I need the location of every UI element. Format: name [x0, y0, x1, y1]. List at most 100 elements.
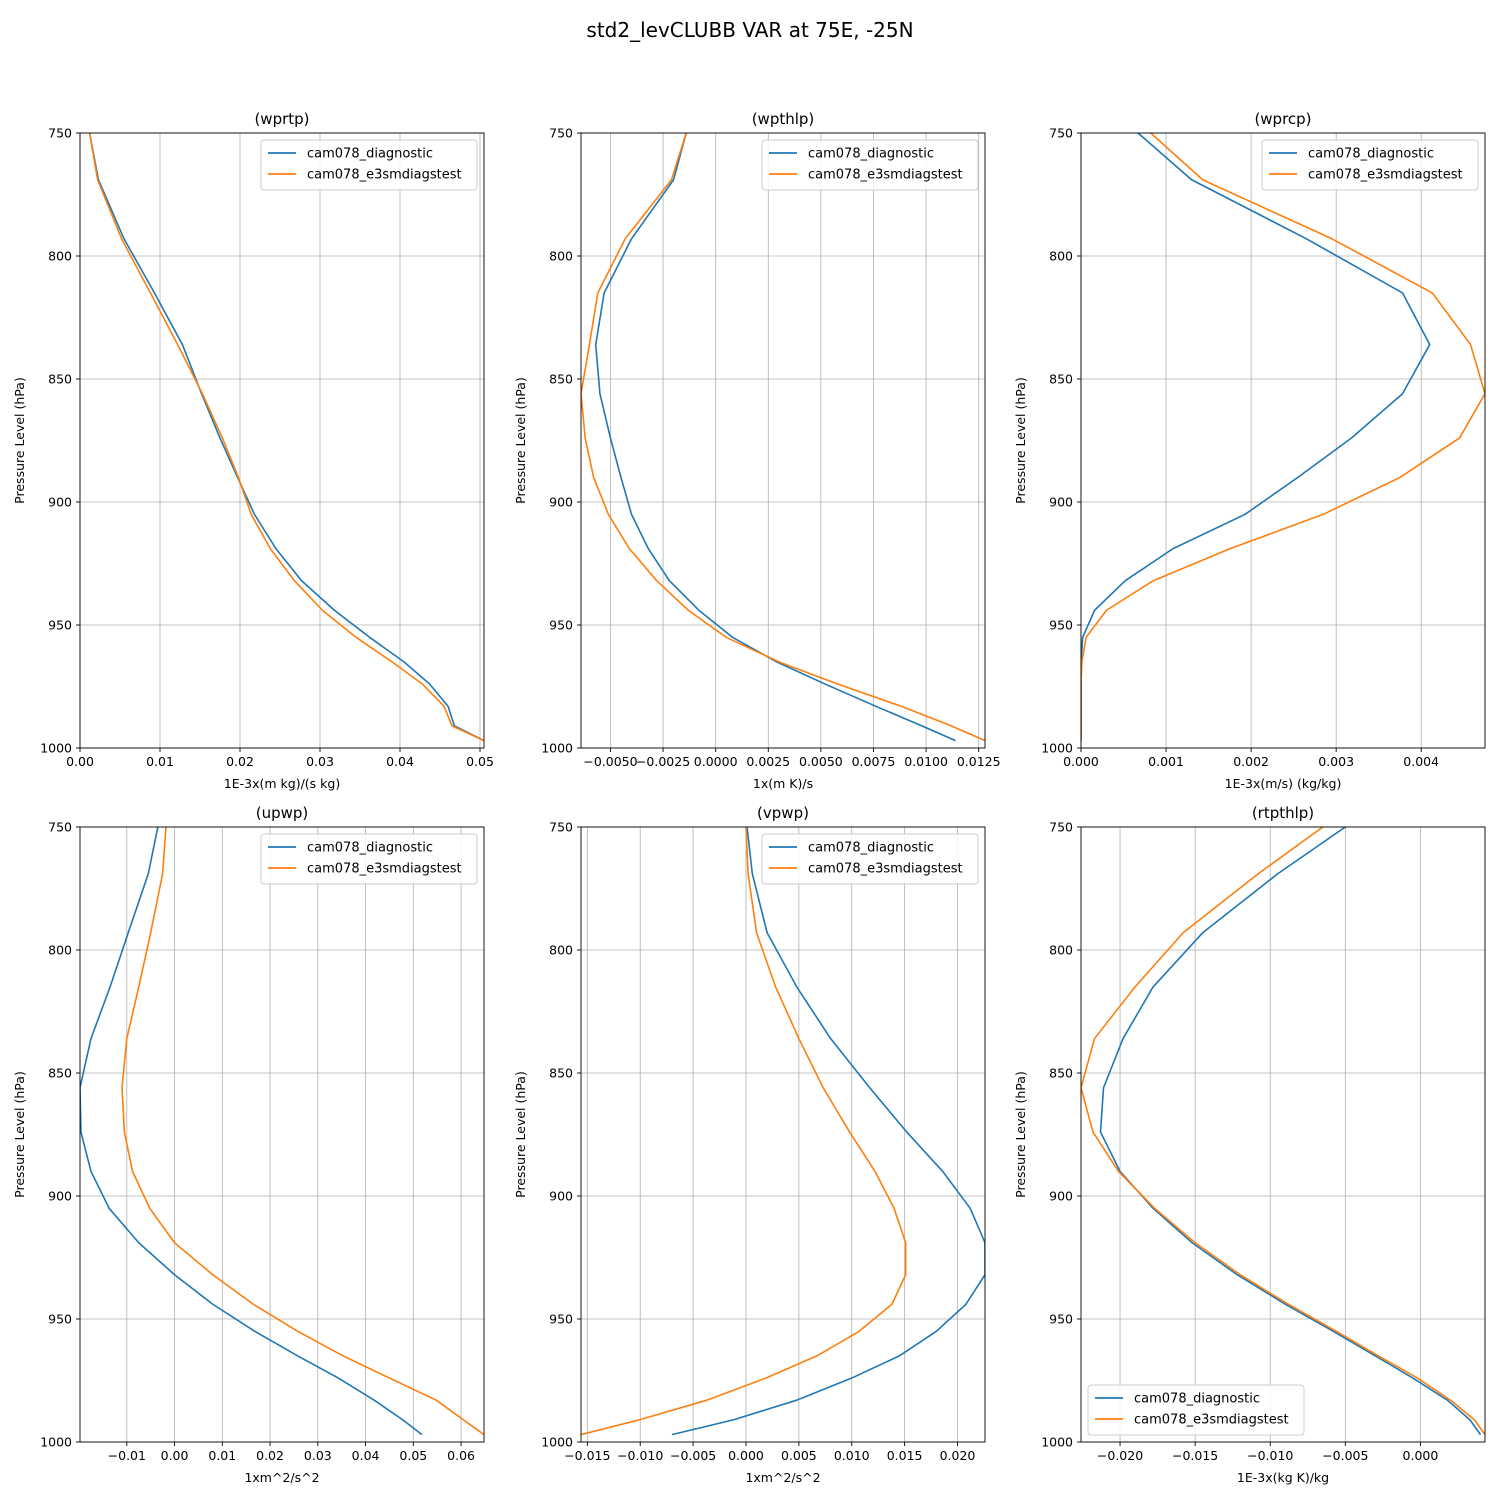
x-tick-label: 0.06	[447, 1448, 475, 1463]
y-tick-label: 850	[549, 1066, 573, 1081]
y-tick-label: 950	[48, 618, 72, 633]
x-tick-label: 0.0000	[694, 754, 738, 769]
y-tick-label: 1000	[40, 1435, 72, 1450]
series-line-cam078_e3smdiagstest	[88, 133, 484, 742]
x-tick-label: −0.010	[617, 1448, 663, 1463]
legend-box	[761, 833, 979, 885]
y-axis-label: Pressure Level (hPa)	[513, 377, 528, 504]
legend-box	[1087, 1384, 1305, 1436]
y-tick-label: 950	[1049, 1312, 1073, 1327]
series-line-cam078_e3smdiagstest	[1081, 827, 1485, 1436]
series-lines	[1081, 133, 1485, 741]
x-tick-label: −0.010	[1247, 1448, 1293, 1463]
y-tick-label: 750	[48, 820, 72, 835]
series-lines	[581, 827, 985, 1436]
legend: cam078_diagnostic cam078_e3smdiagstest	[260, 139, 478, 191]
x-tick-label: 0.015	[887, 1448, 923, 1463]
x-tick-label: 0.02	[256, 1448, 284, 1463]
x-tick-label: 0.04	[352, 1448, 380, 1463]
legend-label-cam078_e3smdiagstest: cam078_e3smdiagstest	[1308, 168, 1463, 183]
x-tick-label: −0.005	[670, 1448, 716, 1463]
y-axis-label: Pressure Level (hPa)	[1013, 1071, 1028, 1198]
legend-label-cam078_diagnostic: cam078_diagnostic	[307, 841, 433, 856]
series-line-cam078_diagnostic	[671, 827, 985, 1436]
series-line-cam078_diagnostic	[88, 133, 484, 742]
series-lines	[88, 133, 484, 742]
x-tick-label: 0.0075	[852, 754, 896, 769]
x-tick-label: 0.004	[1403, 754, 1439, 769]
plot-frame	[79, 132, 485, 749]
y-tick-label: 750	[549, 126, 573, 141]
x-tick-label: 0.020	[940, 1448, 976, 1463]
x-tick-label: −0.005	[1322, 1448, 1368, 1463]
series-line-cam078_e3smdiagstest	[581, 133, 985, 742]
x-tick-label: −0.015	[564, 1448, 610, 1463]
series-lines	[581, 133, 985, 742]
subplot-title: (wprcp)	[1254, 110, 1311, 128]
series-line-cam078_e3smdiagstest	[1081, 133, 1485, 741]
x-tick-label: 0.002	[1233, 754, 1269, 769]
legend-label-cam078_e3smdiagstest: cam078_e3smdiagstest	[307, 168, 462, 183]
y-tick-label: 850	[1049, 372, 1073, 387]
subplot-rtpthlp: −0.020 −0.015 −0.010 −0.005 0.000 750 800 850 90…	[1013, 804, 1486, 1485]
plot-frame	[580, 132, 986, 749]
series-line-cam078_diagnostic	[80, 827, 423, 1436]
y-tick-label: 750	[549, 820, 573, 835]
legend-label-cam078_diagnostic: cam078_diagnostic	[307, 147, 433, 162]
x-tick-label: 0.0125	[957, 754, 1001, 769]
legend-label-cam078_diagnostic: cam078_diagnostic	[808, 147, 934, 162]
x-tick-label: 0.001	[1148, 754, 1184, 769]
y-axis-label: Pressure Level (hPa)	[513, 1071, 528, 1198]
subplot-wpthlp: −0.0050−0.0025 0.0000 0.0025 0.0050 0.0075 0.…	[513, 110, 1001, 791]
y-tick-label: 950	[549, 618, 573, 633]
y-tick-label: 850	[549, 372, 573, 387]
subplot-title: (upwp)	[256, 804, 309, 822]
x-tick-label: 0.01	[208, 1448, 236, 1463]
y-tick-label: 800	[48, 943, 72, 958]
x-tick-label: 0.000	[728, 1448, 764, 1463]
x-tick-label: 0.03	[304, 1448, 332, 1463]
x-tick-label: −0.015	[1172, 1448, 1218, 1463]
legend-box	[260, 833, 478, 885]
legend-label-cam078_diagnostic: cam078_diagnostic	[1134, 1392, 1260, 1407]
x-tick-label: 0.01	[146, 754, 174, 769]
x-tick-label: 0.003	[1318, 754, 1354, 769]
series-lines	[1081, 827, 1485, 1436]
y-tick-label: 800	[549, 943, 573, 958]
y-tick-label: 800	[549, 249, 573, 264]
legend-label-cam078_e3smdiagstest: cam078_e3smdiagstest	[1134, 1413, 1289, 1428]
legend: cam078_diagnostic cam078_e3smdiagstest	[761, 833, 979, 885]
y-tick-label: 850	[48, 1066, 72, 1081]
x-tick-label: 0.0100	[904, 754, 948, 769]
x-tick-label: 0.02	[226, 754, 254, 769]
legend: cam078_diagnostic cam078_e3smdiagstest	[1087, 1384, 1305, 1436]
x-tick-label: −0.01	[108, 1448, 146, 1463]
x-tick-label: −0.0025	[636, 754, 690, 769]
y-tick-label: 900	[48, 1189, 72, 1204]
y-tick-label: 750	[1049, 820, 1073, 835]
legend: cam078_diagnostic cam078_e3smdiagstest	[761, 139, 979, 191]
y-tick-label: 1000	[1041, 741, 1073, 756]
x-tick-label: 0.000	[1063, 754, 1099, 769]
x-axis-label: 1E-3x(m/s) (kg/kg)	[1225, 776, 1342, 791]
legend-label-cam078_e3smdiagstest: cam078_e3smdiagstest	[808, 862, 963, 877]
y-axis-label: Pressure Level (hPa)	[1013, 377, 1028, 504]
y-tick-label: 800	[1049, 249, 1073, 264]
y-tick-label: 950	[48, 1312, 72, 1327]
subplot-title: (vpwp)	[757, 804, 809, 822]
x-tick-label: 0.000	[1403, 1448, 1439, 1463]
subplot-title: (wpthlp)	[752, 110, 815, 128]
x-axis-label: 1xm^2/s^2	[745, 1470, 820, 1485]
y-tick-label: 1000	[541, 1435, 573, 1450]
y-tick-label: 1000	[40, 741, 72, 756]
y-tick-label: 1000	[1041, 1435, 1073, 1450]
y-tick-label: 900	[549, 1189, 573, 1204]
subplot-wprtp: 0.00 0.01 0.02 0.03 0.04 0.05 750 800 850 900 950 1…	[12, 110, 494, 791]
series-line-cam078_e3smdiagstest	[581, 827, 907, 1436]
x-axis-label: 1xm^2/s^2	[244, 1470, 319, 1485]
y-tick-label: 950	[549, 1312, 573, 1327]
legend-label-cam078_e3smdiagstest: cam078_e3smdiagstest	[307, 862, 462, 877]
plot-frame	[79, 826, 485, 1443]
